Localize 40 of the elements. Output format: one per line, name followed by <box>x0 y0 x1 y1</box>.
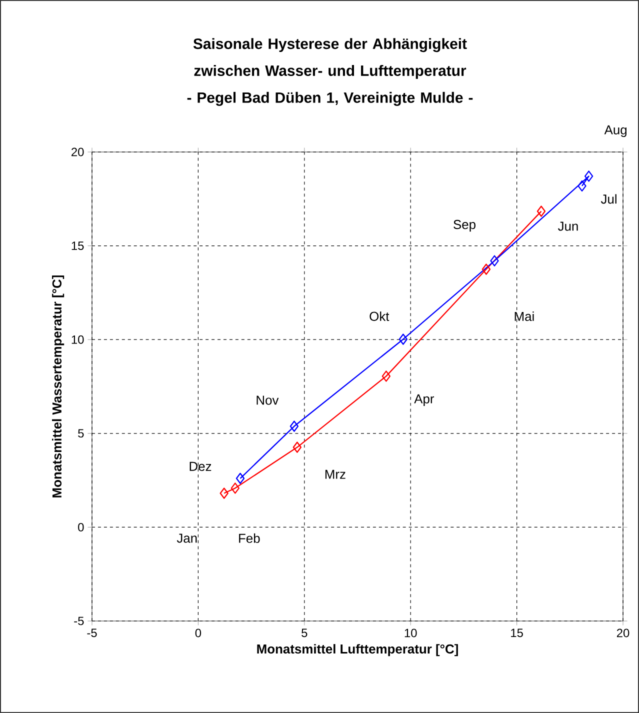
x-tick-label: 10 <box>404 628 417 638</box>
annotation: Jun <box>558 222 578 231</box>
annotation: Mai <box>514 311 534 321</box>
annotation: Sep <box>454 220 476 232</box>
annotation: Okt <box>370 311 390 321</box>
point <box>220 488 228 499</box>
point <box>290 420 299 432</box>
x-tick-label: 20 <box>616 628 630 638</box>
chart-title: Saisonale Hysterese der Abhängigkeit zwischen Wasser- und Lufttemperatur <box>193 38 467 79</box>
point <box>236 472 245 484</box>
annotation: Feb <box>239 533 260 543</box>
x-tick-label: 0 <box>195 628 202 638</box>
point <box>230 482 240 494</box>
y-tick-label: 20 <box>72 148 84 156</box>
point <box>482 264 491 275</box>
point <box>584 170 594 182</box>
annotation: Mrz <box>325 470 346 479</box>
text: Aug <box>604 125 626 137</box>
y-tick-label: 10 <box>72 335 84 344</box>
annotation: Jan <box>176 534 197 543</box>
annotation: Dez <box>190 462 212 471</box>
point <box>398 334 408 345</box>
point <box>490 255 499 266</box>
point <box>536 206 546 217</box>
y-tick-label: 15 <box>72 242 84 250</box>
y-tick-label: -5 <box>74 616 84 626</box>
x-axis-title: Monatsmittel Lufttemperatur [°C] <box>257 644 458 656</box>
y-axis-title: Monatsmittel Wassertemperatur [°C] <box>52 276 64 498</box>
y-tick-label: 0 <box>78 522 84 532</box>
chart-subtitle: - Pegel Bad Düben 1, Vereinigte Mulde - <box>187 92 473 106</box>
annotation: Jul <box>600 194 616 204</box>
point <box>578 180 586 192</box>
annotation: Apr <box>414 394 434 406</box>
x-tick-label: 5 <box>302 628 308 638</box>
point <box>292 442 302 453</box>
annotation: Nov <box>256 396 279 405</box>
y-tick-label: 5 <box>78 429 84 438</box>
point <box>382 370 391 382</box>
x-tick-label: 15 <box>511 628 523 638</box>
x-tick-label: -5 <box>87 628 97 638</box>
